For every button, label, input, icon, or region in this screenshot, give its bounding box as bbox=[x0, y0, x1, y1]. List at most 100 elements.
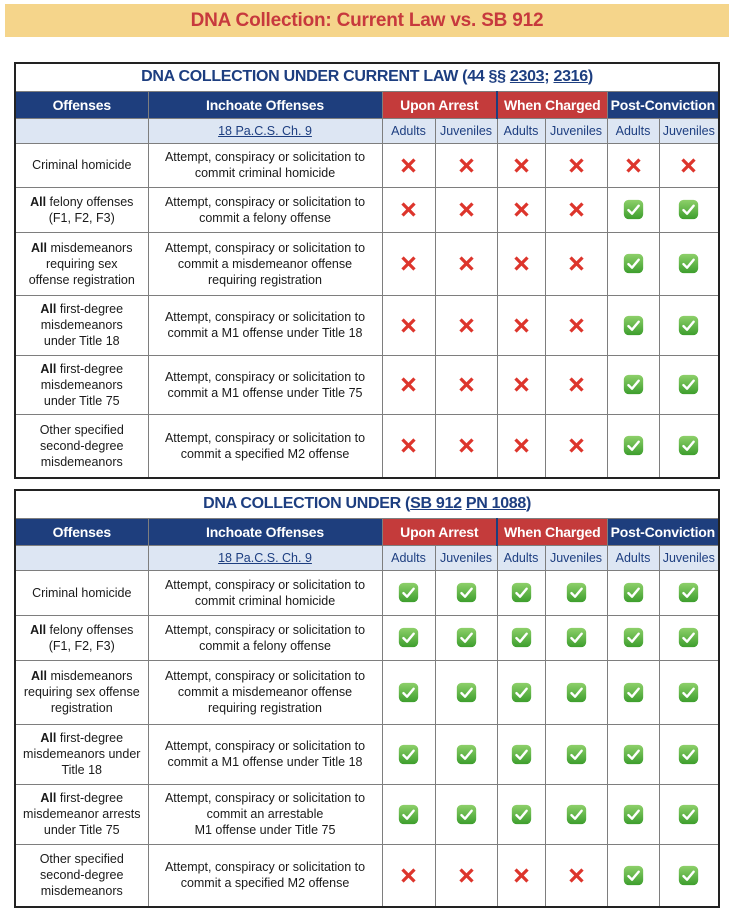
check-icon bbox=[456, 744, 476, 764]
offense-text: misdemeanors requiring sex offense regis… bbox=[23, 669, 140, 715]
offense-text: first-degree misdemeanors under Title 18 bbox=[23, 731, 141, 777]
inchoate-offense-cell: Attempt, conspiracy or solicitation to c… bbox=[147, 783, 383, 845]
check-mark-cell bbox=[606, 843, 660, 908]
cross-icon bbox=[513, 868, 529, 883]
cross-mark-cell bbox=[381, 142, 436, 188]
inchoate-offense-cell: Attempt, conspiracy or solicitation to c… bbox=[147, 659, 383, 725]
check-mark-cell bbox=[434, 569, 498, 616]
check-icon bbox=[511, 804, 531, 824]
cross-mark-cell bbox=[434, 413, 498, 479]
subheader-juveniles: Juveniles bbox=[544, 544, 608, 571]
offense-cell: Other specified second-degree misdemeano… bbox=[14, 413, 149, 479]
cross-mark-cell bbox=[381, 843, 436, 908]
subheader-juveniles: Juveniles bbox=[434, 544, 498, 571]
cross-icon bbox=[458, 256, 474, 271]
empty-cell bbox=[14, 117, 149, 144]
cross-mark-cell bbox=[381, 231, 436, 296]
cross-icon bbox=[401, 868, 416, 883]
column-header-row: Offenses Inchoate Offenses Upon Arrest W… bbox=[14, 90, 720, 119]
inchoate-text: Attempt, conspiracy or solicitation to c… bbox=[164, 310, 366, 340]
table-title-row: DNA COLLECTION UNDER (SB 912 PN 1088) bbox=[14, 489, 720, 519]
table-row: Other specified second-degree misdemeano… bbox=[14, 413, 720, 479]
check-mark-cell bbox=[434, 614, 498, 661]
cross-icon bbox=[513, 317, 529, 333]
check-icon bbox=[566, 627, 586, 648]
statute-chapter-link[interactable]: 18 Pa.C.S. Ch. 9 bbox=[218, 550, 312, 565]
subheader-adults: Adults bbox=[496, 117, 546, 144]
check-icon bbox=[679, 253, 699, 274]
inchoate-offense-cell: Attempt, conspiracy or solicitation to c… bbox=[147, 294, 383, 356]
check-icon bbox=[511, 582, 531, 603]
offense-cell: All felony offenses (F1, F2, F3) bbox=[14, 186, 149, 233]
check-icon bbox=[511, 744, 531, 764]
cross-icon bbox=[681, 157, 696, 173]
statute-2303-link[interactable]: 2303 bbox=[509, 68, 545, 86]
table-row: All first-degree misdemeanor arrests und… bbox=[14, 783, 720, 845]
banner: DNA Collection: Current Law vs. SB 912 bbox=[5, 4, 729, 37]
cross-mark-cell bbox=[434, 142, 498, 188]
check-mark-cell bbox=[606, 294, 660, 356]
check-mark-cell bbox=[381, 723, 436, 785]
check-mark-cell bbox=[381, 659, 436, 725]
cross-mark-cell bbox=[434, 231, 498, 296]
check-icon bbox=[623, 315, 643, 335]
check-icon bbox=[566, 744, 586, 764]
cross-icon bbox=[513, 256, 529, 271]
check-mark-cell bbox=[606, 413, 660, 479]
inchoate-text: Attempt, conspiracy or solicitation to c… bbox=[164, 577, 366, 608]
check-mark-cell bbox=[544, 723, 608, 785]
check-mark-cell bbox=[496, 783, 546, 845]
subheader-adults: Adults bbox=[496, 544, 546, 571]
cross-mark-cell bbox=[544, 231, 608, 296]
check-mark-cell bbox=[544, 569, 608, 616]
inchoate-offense-cell: Attempt, conspiracy or solicitation to c… bbox=[147, 354, 383, 415]
offense-text: Other specified second-degree misdemeano… bbox=[39, 852, 124, 899]
statute-chapter-cell: 18 Pa.C.S. Ch. 9 bbox=[147, 544, 383, 571]
subheader-juveniles: Juveniles bbox=[658, 544, 720, 571]
inchoate-text: Attempt, conspiracy or solicitation to c… bbox=[164, 622, 366, 653]
offense-text: felony offenses (F1, F2, F3) bbox=[48, 194, 134, 225]
check-mark-cell bbox=[658, 569, 720, 616]
cross-icon bbox=[568, 377, 584, 392]
pn1088-link[interactable]: PN 1088 bbox=[465, 495, 526, 513]
check-mark-cell bbox=[606, 723, 660, 785]
col-header-post-conviction: Post-Conviction bbox=[606, 517, 720, 546]
title-separator: ; bbox=[544, 68, 554, 86]
offense-text: misdemeanors requiring sex offense regis… bbox=[28, 240, 135, 287]
check-icon bbox=[456, 582, 476, 603]
statute-2316-link[interactable]: 2316 bbox=[553, 68, 588, 86]
check-icon bbox=[456, 627, 476, 648]
sb912-link[interactable]: SB 912 bbox=[410, 495, 462, 513]
cross-mark-cell bbox=[434, 354, 498, 415]
inchoate-offense-cell: Attempt, conspiracy or solicitation to c… bbox=[147, 186, 383, 233]
check-mark-cell bbox=[544, 659, 608, 725]
cross-icon bbox=[513, 157, 529, 173]
cross-mark-cell bbox=[606, 142, 660, 188]
check-icon bbox=[566, 682, 586, 702]
cross-icon bbox=[513, 202, 529, 217]
col-header-when-charged: When Charged bbox=[496, 90, 608, 119]
table-row: All misdemeanors requiring sex offense r… bbox=[14, 659, 720, 725]
check-mark-cell bbox=[658, 659, 720, 725]
table-current-law: DNA COLLECTION UNDER CURRENT LAW (44 §§ … bbox=[14, 62, 721, 479]
offense-text: first-degree misdemeanor arrests under T… bbox=[23, 791, 141, 837]
statute-chapter-link[interactable]: 18 Pa.C.S. Ch. 9 bbox=[218, 123, 312, 138]
title-suffix: ) bbox=[587, 68, 593, 86]
cross-mark-cell bbox=[381, 413, 436, 479]
check-icon bbox=[623, 253, 643, 274]
col-header-offenses: Offenses bbox=[14, 90, 149, 119]
cross-icon bbox=[401, 317, 416, 333]
inchoate-text: Attempt, conspiracy or solicitation to c… bbox=[164, 194, 366, 225]
check-mark-cell bbox=[544, 614, 608, 661]
cross-mark-cell bbox=[434, 843, 498, 908]
table-row: All misdemeanors requiring sex offense r… bbox=[14, 231, 720, 296]
check-mark-cell bbox=[606, 186, 660, 233]
check-mark-cell bbox=[658, 294, 720, 356]
inchoate-offense-cell: Attempt, conspiracy or solicitation to c… bbox=[147, 142, 383, 188]
offense-bold-text: All bbox=[40, 302, 57, 316]
inchoate-offense-cell: Attempt, conspiracy or solicitation to c… bbox=[147, 843, 383, 908]
cross-icon bbox=[401, 377, 416, 392]
col-header-upon-arrest: Upon Arrest bbox=[381, 90, 498, 119]
banner-title: DNA Collection: Current Law vs. SB 912 bbox=[190, 9, 544, 31]
check-mark-cell bbox=[606, 354, 660, 415]
